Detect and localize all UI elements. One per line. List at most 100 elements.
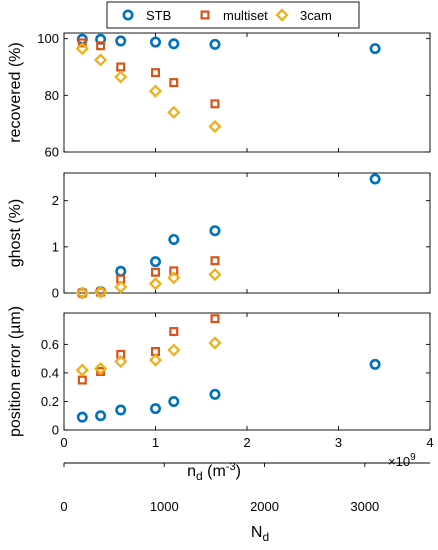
data-point <box>114 354 128 369</box>
x-axis-label: nd (m-3) <box>187 461 241 483</box>
x-multiplier: ×109 <box>388 452 416 469</box>
y-tick-label: 2 <box>52 193 59 208</box>
data-point <box>148 277 163 291</box>
x2-tick-label: 2000 <box>250 499 279 514</box>
x2-tick-label: 0 <box>60 499 67 514</box>
data-point <box>75 363 89 377</box>
x2-label-subscript: d <box>262 530 269 544</box>
data-point <box>369 43 381 55</box>
x2-tick-label: 3000 <box>350 499 379 514</box>
square-marker-icon <box>200 10 210 20</box>
panel-frame <box>63 32 431 153</box>
data-point <box>169 327 179 337</box>
legend-entry-stb: STB <box>122 8 171 23</box>
data-point <box>76 411 88 423</box>
data-point <box>210 256 220 266</box>
legend-box <box>106 1 360 29</box>
data-point <box>169 78 179 88</box>
data-point <box>95 410 107 422</box>
data-point <box>168 38 180 50</box>
x2-tick-label: 1000 <box>150 499 179 514</box>
x-tick-label: 3 <box>335 435 342 450</box>
data-point <box>151 267 161 277</box>
x2-label-main: N <box>251 524 263 541</box>
legend-label: multiset <box>223 8 268 23</box>
series-stb <box>76 33 381 55</box>
panel-recovered: 60 80 100 recovered (%) <box>7 31 431 160</box>
diamond-marker-icon <box>275 8 289 22</box>
x-label-unit-close: ) <box>236 463 241 480</box>
circle-marker-icon <box>122 9 134 21</box>
data-point <box>116 62 126 72</box>
data-point <box>77 375 87 385</box>
data-point <box>150 36 162 48</box>
x-multiplier-exponent: 9 <box>410 452 416 463</box>
y-tick-label: 1 <box>52 239 59 254</box>
x-label-exponent: -3 <box>226 461 236 473</box>
data-point <box>167 105 181 119</box>
series-3cam <box>75 41 222 134</box>
data-point <box>77 38 87 48</box>
data-point <box>115 404 127 416</box>
y-tick-label: 80 <box>45 88 59 103</box>
x-label-subscript: d <box>196 469 203 483</box>
data-point <box>209 38 221 50</box>
series-multiset <box>77 38 220 109</box>
y-axis-label: recovered (%) <box>7 42 24 142</box>
y-tick-label: 100 <box>37 31 59 46</box>
y-tick-label: 0.4 <box>41 365 59 380</box>
y-tick-label: 0 <box>52 423 59 438</box>
data-point <box>93 285 108 299</box>
data-point <box>93 362 108 376</box>
y-tick-label: 0 <box>52 286 59 301</box>
y-tick-label: 0.6 <box>41 337 59 352</box>
data-point <box>151 68 161 78</box>
x-tick-label: 2 <box>243 435 250 450</box>
series-3cam <box>75 267 222 300</box>
data-point <box>369 173 381 185</box>
data-point <box>114 70 128 84</box>
secondary-x-axis: 0 1000 2000 3000 Nd <box>60 462 430 544</box>
panel-ghost: 0 1 2 ghost (%) <box>7 172 431 301</box>
data-point <box>210 99 220 109</box>
x-axis: 0 1 2 3 4 ×109 nd (m-3) <box>60 435 433 483</box>
legend-label: 3cam <box>300 8 332 23</box>
data-point <box>167 271 181 285</box>
panel-position-error-m: 0 0.2 0.4 0.6 position error (µm) <box>7 306 431 438</box>
data-point <box>115 35 127 47</box>
data-point <box>168 395 180 407</box>
x-tick-label: 1 <box>152 435 159 450</box>
data-point <box>208 267 222 282</box>
legend-entry-multiset: multiset <box>200 8 268 23</box>
legend-entry-3cam: 3cam <box>275 8 332 23</box>
data-point <box>369 358 381 370</box>
data-point <box>75 286 89 300</box>
data-point <box>93 53 108 67</box>
series-multiset <box>77 256 220 298</box>
data-point <box>96 41 106 51</box>
data-point <box>208 336 222 350</box>
x2-axis-label: Nd <box>251 524 269 544</box>
series-stb <box>76 358 381 423</box>
y-tick-label: 60 <box>45 145 59 160</box>
data-point <box>150 403 162 415</box>
data-point <box>148 353 163 367</box>
x-multiplier-base: ×10 <box>388 454 410 469</box>
y-axis-label: position error (µm) <box>7 306 24 437</box>
x-label-unit: (m <box>203 463 226 480</box>
legend-label: STB <box>146 8 171 23</box>
data-point <box>208 119 222 134</box>
data-point <box>148 84 163 98</box>
data-point <box>150 256 162 268</box>
data-point <box>167 343 181 357</box>
data-point <box>209 225 221 237</box>
data-point <box>210 314 220 324</box>
y-axis-label: ghost (%) <box>7 199 24 267</box>
legend: STB multiset 3cam <box>106 1 360 29</box>
data-point <box>209 388 221 400</box>
y-tick-label: 0.2 <box>41 394 59 409</box>
data-point <box>115 265 127 277</box>
x-tick-label: 0 <box>60 435 67 450</box>
